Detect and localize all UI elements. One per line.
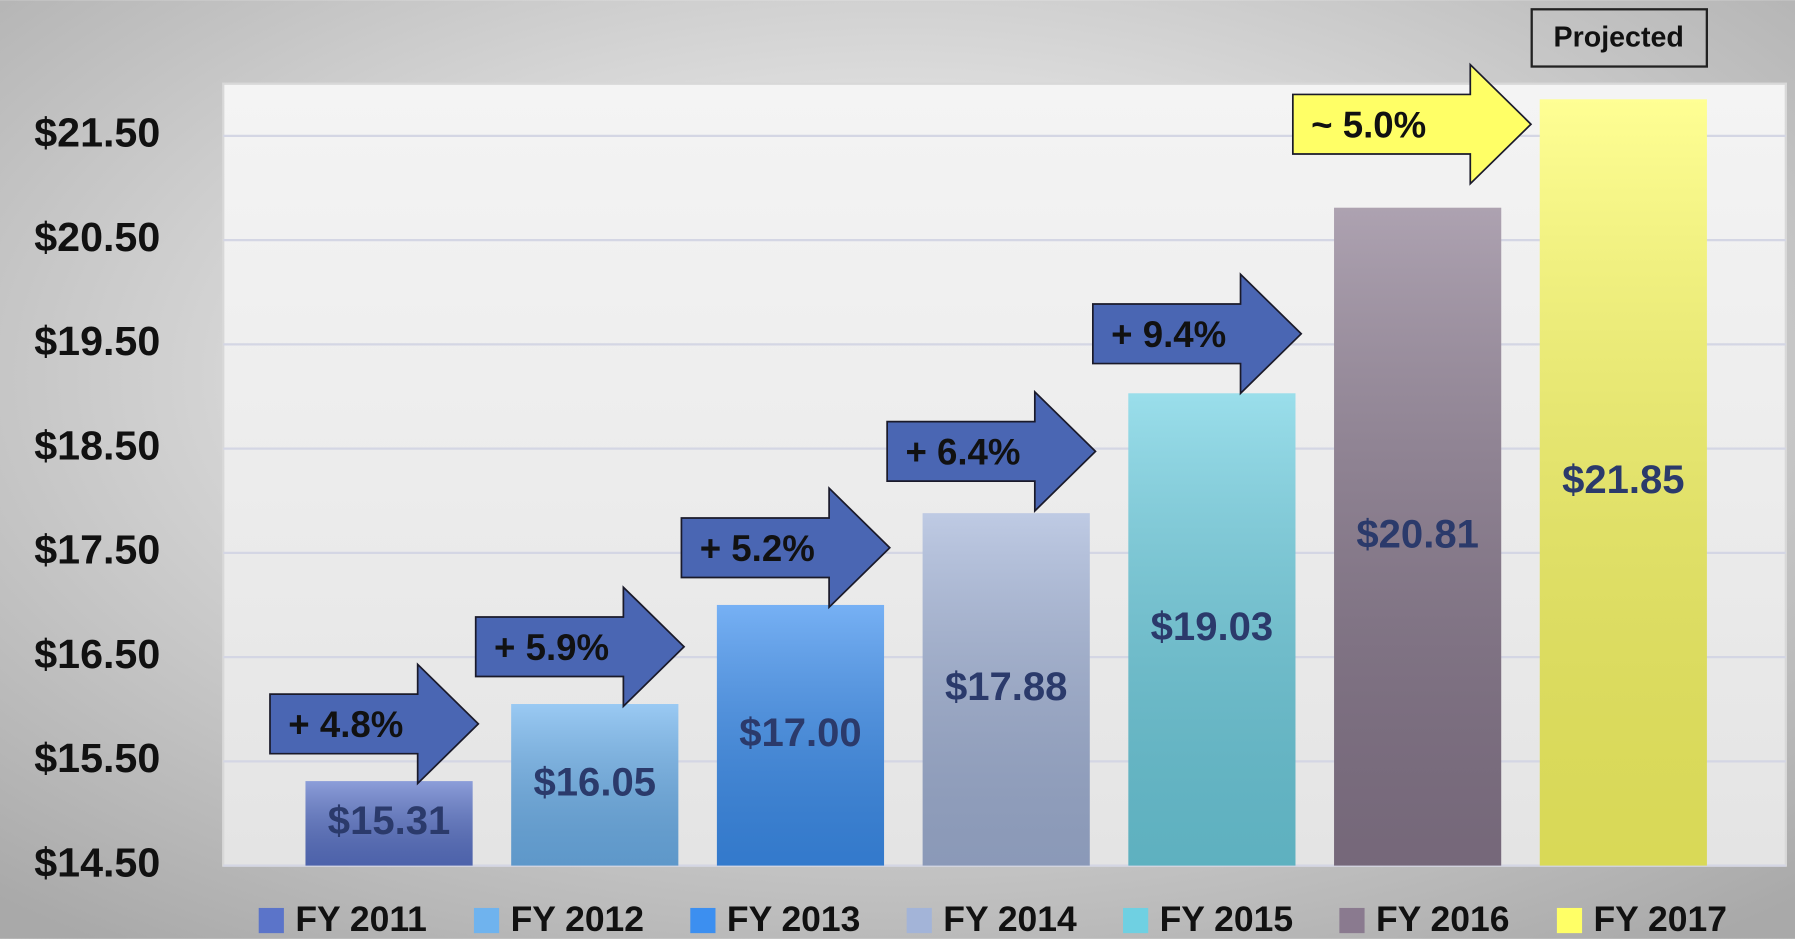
data-label: $19.03 bbox=[1151, 605, 1273, 649]
data-label: $17.88 bbox=[945, 665, 1068, 709]
growth-label: + 6.4% bbox=[905, 432, 1020, 473]
legend-label: FY 2011 bbox=[295, 899, 426, 939]
data-label: $20.81 bbox=[1356, 512, 1478, 556]
growth-arrow bbox=[1291, 62, 1533, 186]
data-label: $21.85 bbox=[1562, 458, 1684, 502]
growth-arrow bbox=[474, 585, 686, 709]
legend-label: FY 2012 bbox=[511, 899, 644, 939]
data-label: $15.31 bbox=[328, 799, 451, 843]
legend-label: FY 2014 bbox=[943, 899, 1077, 939]
growth-arrow bbox=[886, 389, 1097, 513]
y-tick-label: $21.50 bbox=[34, 110, 160, 156]
y-tick-label: $20.50 bbox=[34, 214, 160, 260]
legend-label: FY 2013 bbox=[727, 899, 860, 939]
bar-shade bbox=[1334, 207, 1502, 866]
legend-label: FY 2017 bbox=[1594, 899, 1727, 939]
bar-shade bbox=[305, 781, 473, 866]
legend-swatch bbox=[906, 907, 932, 934]
legend-swatch bbox=[1339, 907, 1365, 934]
growth-arrow bbox=[269, 662, 480, 786]
legend-label: FY 2016 bbox=[1376, 899, 1509, 939]
legend-swatch bbox=[473, 907, 500, 934]
bar-shade bbox=[716, 604, 885, 866]
projected-label: Projected bbox=[1554, 22, 1684, 54]
y-tick-label: $16.50 bbox=[34, 631, 160, 677]
y-tick-label: $17.50 bbox=[34, 527, 160, 573]
bar-shade bbox=[511, 704, 679, 866]
y-tick-label: $18.50 bbox=[34, 422, 160, 468]
growth-arrow bbox=[680, 486, 891, 610]
bar-shade bbox=[922, 513, 1090, 866]
legend-label: FY 2015 bbox=[1160, 899, 1293, 939]
growth-label: + 5.2% bbox=[700, 528, 815, 569]
growth-arrow bbox=[1091, 272, 1303, 396]
projected-box bbox=[1530, 8, 1708, 68]
growth-label: + 5.9% bbox=[494, 627, 609, 668]
y-tick-label: $15.50 bbox=[34, 735, 160, 781]
legend-swatch bbox=[1556, 907, 1583, 934]
growth-label: + 4.8% bbox=[288, 704, 403, 745]
legend-swatch bbox=[1123, 907, 1149, 934]
legend-swatch bbox=[690, 907, 716, 934]
bar-shade bbox=[1128, 393, 1296, 866]
legend-swatch bbox=[258, 907, 284, 934]
bar-shade bbox=[1539, 99, 1707, 866]
y-tick-label: $14.50 bbox=[34, 839, 160, 885]
data-label: $17.00 bbox=[739, 711, 862, 755]
growth-label: + 9.4% bbox=[1111, 314, 1226, 355]
data-label: $16.05 bbox=[534, 760, 657, 804]
y-tick-label: $19.50 bbox=[34, 318, 160, 364]
growth-label: ~ 5.0% bbox=[1311, 104, 1426, 145]
